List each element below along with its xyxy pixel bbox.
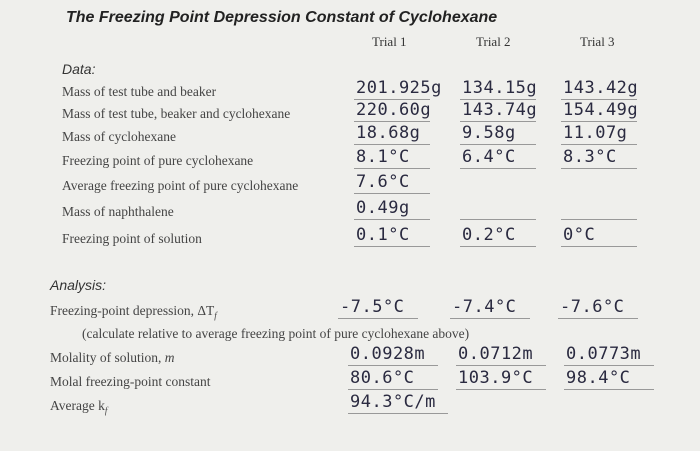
handwritten-value: 0.0928m	[350, 344, 426, 364]
answer-line	[460, 144, 536, 145]
label-text: Mass of test tube, beaker and cyclohexan…	[62, 106, 291, 121]
row-label: Mass of naphthalene	[62, 204, 174, 220]
handwritten-value: 0.2°C	[462, 225, 516, 245]
answer-line	[456, 389, 546, 390]
answer-line	[338, 318, 418, 319]
handwritten-value: 134.15g	[462, 78, 538, 98]
row-label: Average kf	[50, 398, 107, 416]
handwritten-value: 11.07g	[563, 123, 628, 143]
handwritten-value: 0°C	[563, 225, 596, 245]
answer-line	[561, 246, 637, 247]
row-label: Molality of solution, m	[50, 350, 175, 366]
answer-line	[348, 389, 438, 390]
answer-line	[460, 219, 536, 220]
handwritten-value: 0.0712m	[458, 344, 534, 364]
label-text: Freezing-point depression, ΔT	[50, 303, 215, 318]
handwritten-value: -7.6°C	[560, 297, 625, 317]
answer-line	[460, 99, 536, 100]
row-label: Freezing-point depression, ΔTf	[50, 303, 217, 321]
handwritten-value: 0.0773m	[566, 344, 642, 364]
answer-line	[456, 365, 546, 366]
label-text: Mass of cyclohexane	[62, 129, 176, 144]
row-label: Freezing point of pure cyclohexane	[62, 153, 253, 169]
handwritten-value: 220.60g	[356, 100, 432, 120]
handwritten-value: 9.58g	[462, 123, 516, 143]
row-label: Mass of test tube and beaker	[62, 84, 216, 100]
section-heading: Analysis:	[50, 277, 107, 293]
handwritten-value: 8.1°C	[356, 147, 410, 167]
answer-line	[558, 318, 638, 319]
answer-line	[354, 121, 430, 122]
row-label: Average freezing point of pure cyclohexa…	[62, 178, 298, 194]
handwritten-value: 8.3°C	[563, 147, 617, 167]
label-text: Mass of test tube and beaker	[62, 84, 217, 99]
answer-line	[561, 219, 637, 220]
answer-line	[561, 168, 637, 169]
handwritten-value: -7.4°C	[452, 297, 517, 317]
handwritten-value: 94.3°C/m	[350, 392, 436, 412]
handwritten-value: 143.42g	[563, 78, 639, 98]
answer-line	[354, 99, 430, 100]
handwritten-value: 98.4°C	[566, 368, 631, 388]
answer-line	[354, 219, 430, 220]
answer-line	[561, 144, 637, 145]
handwritten-value: 18.68g	[356, 123, 421, 143]
handwritten-value: 0.1°C	[356, 225, 410, 245]
row-label: Freezing point of solution	[62, 231, 202, 247]
label-text: Freezing point of solution	[62, 231, 202, 246]
label-text: Average freezing point of pure cyclohexa…	[62, 178, 299, 193]
label-subscript: f	[214, 310, 217, 321]
answer-line	[450, 318, 530, 319]
label-subscript: f	[104, 405, 108, 416]
handwritten-value: 201.925g	[356, 78, 442, 98]
answer-line	[460, 121, 536, 122]
answer-line	[354, 144, 430, 145]
row-label: Mass of test tube, beaker and cyclohexan…	[62, 106, 290, 122]
label-text: Mass of naphthalene	[62, 204, 174, 219]
row-label: Mass of cyclohexane	[62, 129, 176, 145]
handwritten-value: -7.5°C	[340, 297, 405, 317]
note: (calculate relative to average freezing …	[82, 326, 470, 341]
handwritten-value: 6.4°C	[462, 147, 516, 167]
answer-line	[460, 246, 536, 247]
answer-line	[348, 365, 438, 366]
title: The Freezing Point Depression Constant o…	[66, 9, 498, 26]
answer-line	[354, 193, 430, 194]
label-text: Molal freezing-point constant	[50, 374, 211, 389]
answer-line	[354, 168, 430, 169]
label-text: Average k	[50, 398, 105, 413]
answer-line	[460, 168, 536, 169]
answer-line	[564, 365, 654, 366]
row-label: Molal freezing-point constant	[50, 374, 210, 390]
label-text: Freezing point of pure cyclohexane	[62, 153, 254, 168]
answer-line	[561, 121, 637, 122]
handwritten-value: 80.6°C	[350, 368, 415, 388]
label-text: Molality of solution,	[50, 350, 165, 365]
section-heading: Data:	[62, 61, 96, 77]
handwritten-value: 0.49g	[356, 198, 410, 218]
answer-line	[561, 99, 637, 100]
handwritten-value: 154.49g	[563, 100, 639, 120]
trial-header: Trial 3	[580, 34, 615, 49]
handwritten-value: 7.6°C	[356, 172, 410, 192]
handwritten-value: 103.9°C	[458, 368, 534, 388]
label-symbol: m	[164, 350, 175, 365]
answer-line	[564, 389, 654, 390]
handwritten-value: 143.74g	[462, 100, 538, 120]
trial-header: Trial 1	[372, 34, 407, 49]
answer-line	[348, 413, 448, 414]
trial-header: Trial 2	[476, 34, 511, 49]
answer-line	[354, 246, 430, 247]
